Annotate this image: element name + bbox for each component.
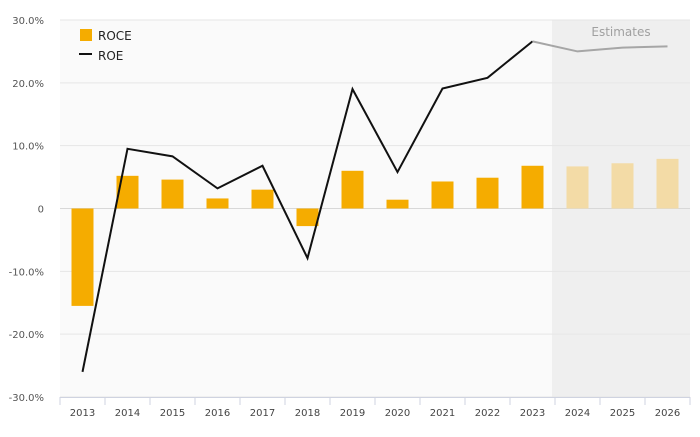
x-tick-label: 2026 [655, 408, 680, 419]
roce-bar [386, 199, 409, 209]
roce-bar [566, 166, 589, 209]
x-tick-label: 2025 [610, 408, 635, 419]
x-tick-label: 2018 [295, 408, 320, 419]
x-tick-label: 2016 [205, 408, 230, 419]
estimates-label: Estimates [591, 25, 650, 39]
roce-bar [296, 208, 319, 227]
roce-bar [71, 208, 94, 306]
y-tick-label: -30.0% [9, 393, 44, 404]
roce-bar [521, 165, 544, 209]
roce-bar [116, 175, 139, 209]
y-tick-label: 20.0% [12, 79, 44, 90]
roe-line-actual [81, 40, 534, 373]
roe-line-estimate [532, 40, 668, 53]
roce-bar [611, 163, 634, 209]
roce-bar [341, 170, 364, 209]
legend-roce-label: ROCE [98, 29, 132, 43]
x-tick-label: 2014 [115, 408, 140, 419]
legend: ROCE ROE [79, 29, 132, 63]
x-tick-label: 2015 [160, 408, 185, 419]
x-tick-label: 2019 [340, 408, 365, 419]
roce-bar [656, 158, 679, 209]
x-tick-label: 2021 [430, 408, 455, 419]
roce-bar [206, 198, 229, 209]
x-tick-label: 2022 [475, 408, 500, 419]
x-tick-label: 2017 [250, 408, 275, 419]
y-tick-label: -10.0% [9, 267, 44, 278]
y-tick-label: 30.0% [12, 16, 44, 27]
y-tick-label: -20.0% [9, 330, 44, 341]
legend-roce-swatch [80, 29, 92, 41]
roce-bar [431, 181, 454, 209]
x-tick-label: 2023 [520, 408, 545, 419]
roce-bar [161, 179, 184, 209]
roce-bar [476, 177, 499, 209]
y-tick-label: 10.0% [12, 142, 44, 153]
roce-bar [251, 189, 274, 209]
x-tick-label: 2013 [70, 408, 95, 419]
legend-roe-label: ROE [98, 49, 123, 63]
y-tick-label: 0 [38, 205, 44, 216]
x-tick-label: 2024 [565, 408, 590, 419]
x-tick-label: 2020 [385, 408, 410, 419]
